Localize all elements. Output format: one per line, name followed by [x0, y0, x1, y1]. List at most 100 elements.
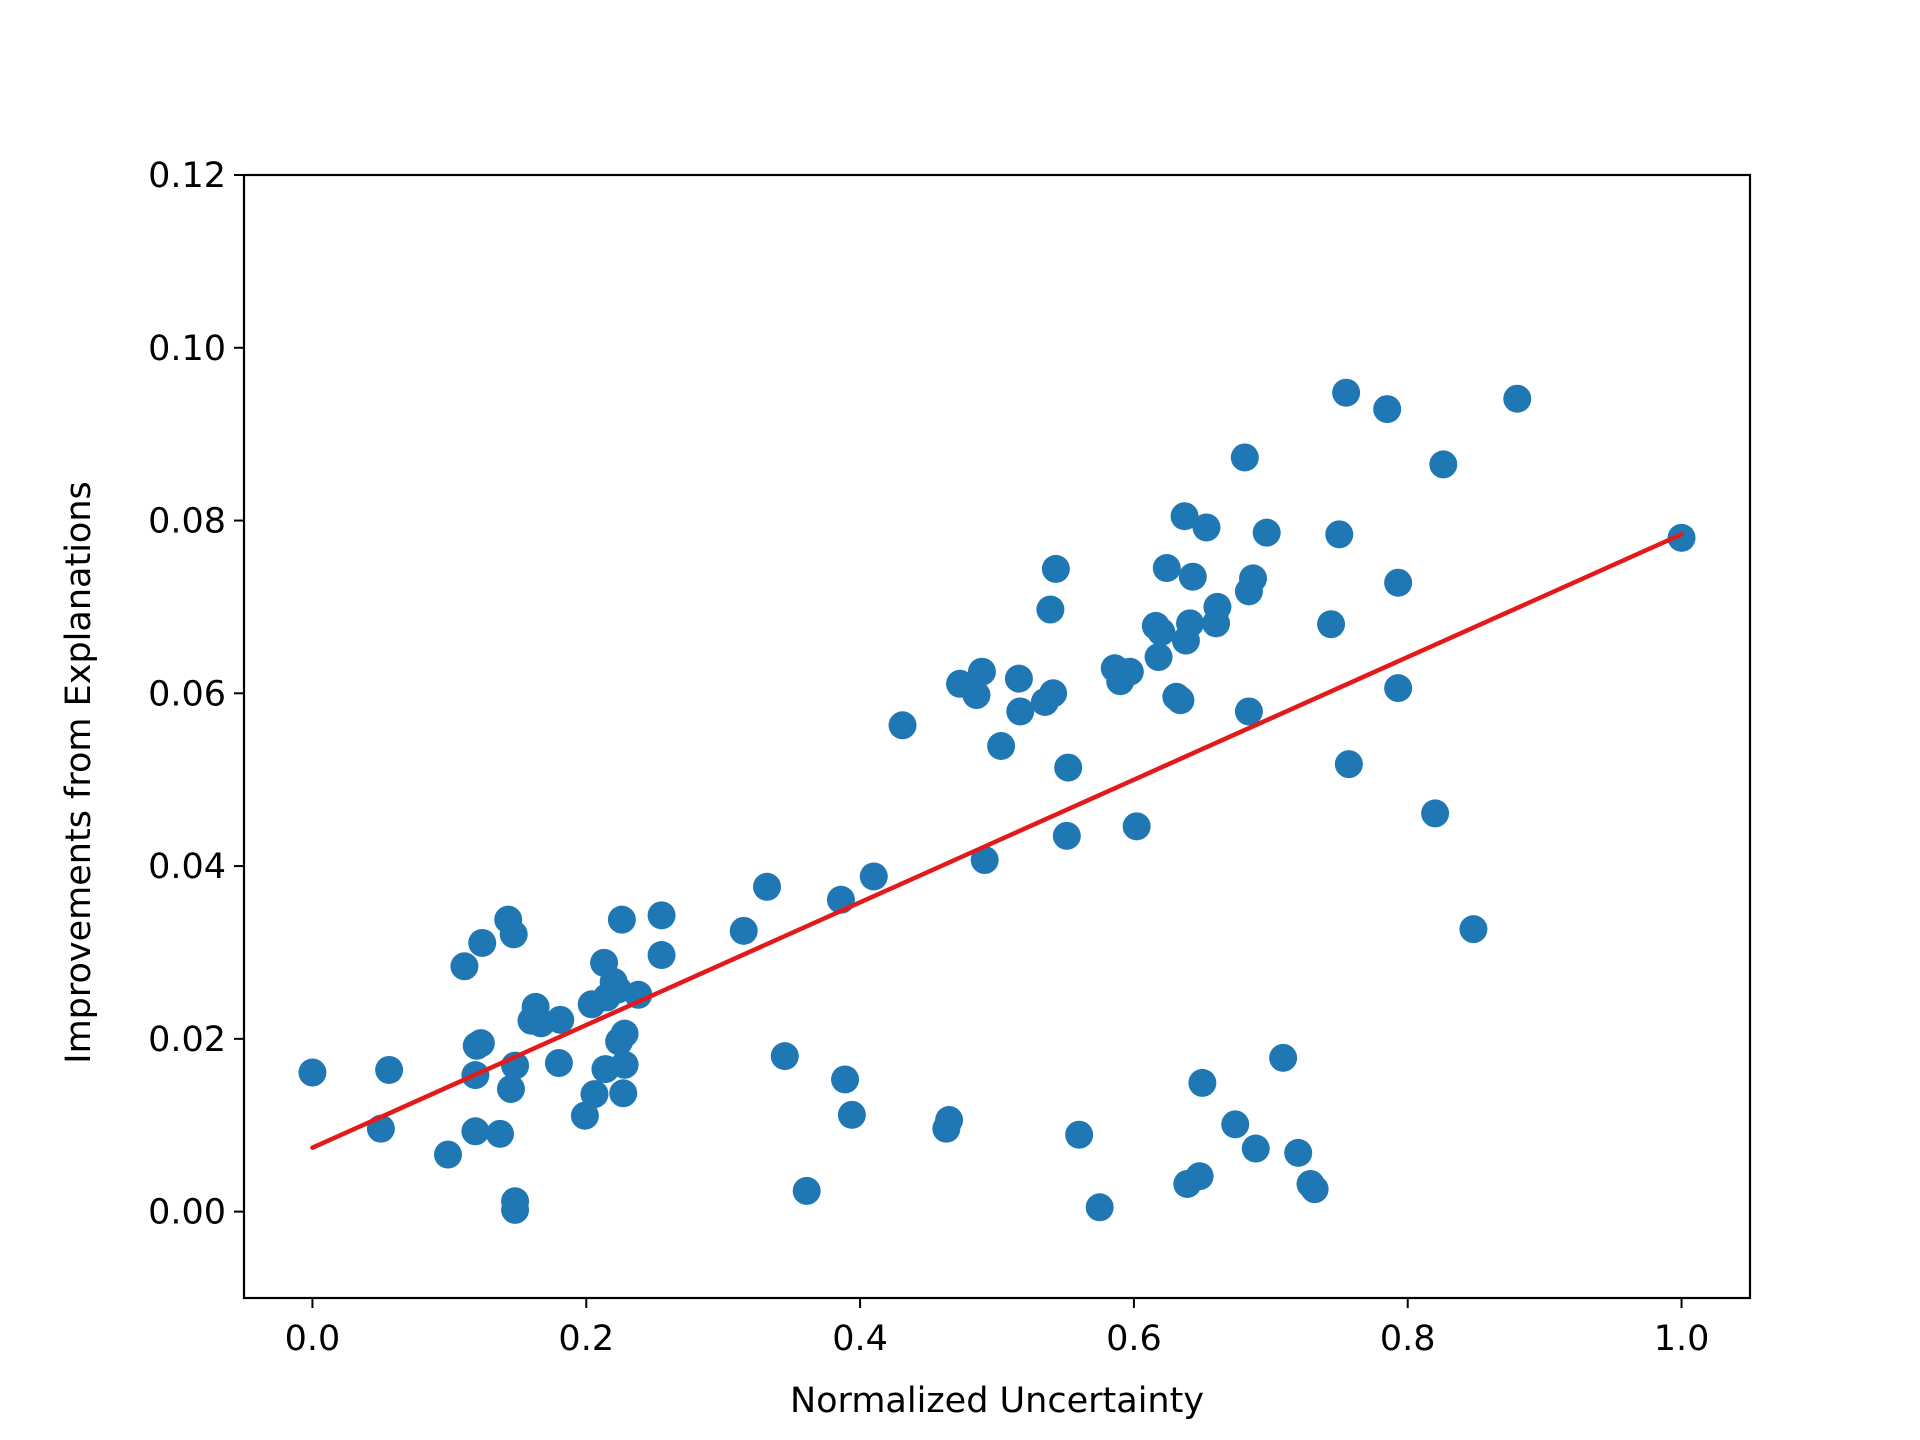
data-point-0 — [298, 1058, 327, 1087]
data-point-99 — [1373, 395, 1402, 424]
data-point-20 — [544, 1049, 573, 1078]
data-point-46 — [888, 711, 917, 740]
x-axis: 0.0 0.2 0.4 0.6 0.8 1.0 — [285, 1298, 1710, 1359]
data-point-106 — [1667, 523, 1696, 552]
data-point-13 — [499, 920, 528, 949]
data-point-89 — [1241, 1134, 1270, 1163]
data-point-51 — [967, 657, 996, 686]
data-point-59 — [1041, 554, 1070, 583]
data-point-70 — [1147, 617, 1176, 646]
data-point-96 — [1325, 520, 1354, 549]
data-point-94 — [1300, 1175, 1329, 1204]
data-point-61 — [1054, 753, 1083, 782]
data-point-77 — [1176, 609, 1205, 638]
data-point-41 — [792, 1176, 821, 1205]
data-point-57 — [1036, 595, 1065, 624]
data-point-44 — [837, 1100, 866, 1129]
data-point-73 — [1166, 686, 1195, 715]
data-point-55 — [1006, 697, 1035, 726]
data-point-78 — [1178, 562, 1207, 591]
data-point-48 — [935, 1106, 964, 1135]
data-point-53 — [987, 732, 1016, 761]
data-point-66 — [1115, 657, 1144, 686]
data-point-81 — [1192, 513, 1221, 542]
x-tick-label-1: 0.2 — [558, 1319, 614, 1359]
y-tick-label-6: 0.12 — [148, 156, 226, 196]
data-point-98 — [1334, 750, 1363, 779]
data-point-62 — [1065, 1120, 1094, 1149]
data-point-74 — [1170, 502, 1199, 531]
data-point-40 — [770, 1042, 799, 1071]
x-tick-label-5: 1.0 — [1654, 1319, 1710, 1359]
fit-line — [310, 532, 1684, 1150]
axes-frame — [242, 173, 1752, 1300]
x-tick-label-4: 0.8 — [1380, 1319, 1436, 1359]
data-point-85 — [1230, 443, 1259, 472]
y-tick-label-3: 0.06 — [148, 674, 226, 714]
data-point-95 — [1317, 610, 1346, 639]
data-point-10 — [486, 1119, 515, 1148]
data-point-100 — [1384, 568, 1413, 597]
data-point-71 — [1152, 554, 1181, 583]
data-point-102 — [1421, 799, 1450, 828]
x-axis-label: Normalized Uncertainty — [790, 1381, 1204, 1421]
data-point-9 — [468, 928, 497, 957]
data-point-52 — [970, 846, 999, 875]
data-point-31 — [607, 905, 636, 934]
data-point-21 — [546, 1005, 575, 1034]
y-tick-label-5: 0.10 — [148, 329, 226, 369]
data-point-4 — [450, 952, 479, 981]
data-point-58 — [1039, 679, 1068, 708]
data-point-16 — [501, 1195, 530, 1224]
data-point-37 — [647, 941, 676, 970]
data-point-43 — [831, 1065, 860, 1094]
data-point-103 — [1429, 450, 1458, 479]
data-point-34 — [610, 1019, 639, 1048]
data-point-36 — [647, 901, 676, 930]
data-point-105 — [1503, 384, 1532, 413]
data-point-45 — [859, 862, 888, 891]
data-point-86 — [1234, 697, 1263, 726]
y-axis-label: Improvements from Explanations — [59, 481, 99, 1064]
data-point-60 — [1052, 821, 1081, 850]
y-tick-label-4: 0.08 — [148, 502, 226, 542]
data-point-69 — [1144, 643, 1173, 672]
y-tick-label-1: 0.02 — [148, 1020, 226, 1060]
fit-line-layer — [310, 532, 1684, 1150]
data-point-54 — [1004, 664, 1033, 693]
data-points — [298, 378, 1696, 1224]
data-point-22 — [570, 1101, 599, 1130]
data-point-63 — [1085, 1193, 1114, 1222]
data-point-104 — [1459, 915, 1488, 944]
data-point-24 — [580, 1080, 609, 1109]
data-point-3 — [433, 1140, 462, 1169]
data-point-33 — [610, 1050, 639, 1079]
data-point-50 — [962, 681, 991, 710]
data-point-12 — [496, 1074, 525, 1103]
data-point-8 — [466, 1029, 495, 1058]
data-point-97 — [1332, 378, 1361, 407]
x-tick-label-2: 0.4 — [832, 1319, 888, 1359]
data-point-80 — [1188, 1068, 1217, 1097]
y-tick-label-0: 0.00 — [148, 1193, 226, 1233]
data-point-90 — [1252, 518, 1281, 547]
data-point-83 — [1203, 592, 1232, 621]
data-point-6 — [461, 1117, 490, 1146]
data-point-38 — [729, 916, 758, 945]
y-axis: 0.00 0.02 0.04 0.06 0.08 0.10 0.12 — [148, 156, 244, 1233]
data-point-67 — [1122, 812, 1151, 841]
x-tick-label-0: 0.0 — [285, 1319, 341, 1359]
data-point-79 — [1185, 1162, 1214, 1191]
data-point-32 — [609, 1079, 638, 1108]
data-point-39 — [752, 872, 781, 901]
x-tick-label-3: 0.6 — [1106, 1319, 1162, 1359]
data-point-35 — [624, 980, 653, 1009]
y-tick-label-2: 0.04 — [148, 847, 226, 887]
data-point-92 — [1284, 1138, 1313, 1167]
data-point-91 — [1269, 1043, 1298, 1072]
data-point-2 — [375, 1055, 404, 1084]
data-point-88 — [1239, 564, 1268, 593]
data-point-84 — [1221, 1110, 1250, 1139]
data-point-101 — [1384, 674, 1413, 703]
